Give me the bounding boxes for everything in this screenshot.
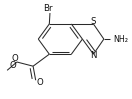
Text: NH₂: NH₂ <box>114 35 129 44</box>
Text: Br: Br <box>43 4 53 13</box>
Text: O: O <box>12 54 18 63</box>
Text: O: O <box>37 78 44 87</box>
Text: N: N <box>90 51 97 60</box>
Text: S: S <box>91 17 96 26</box>
Text: O: O <box>9 61 16 70</box>
